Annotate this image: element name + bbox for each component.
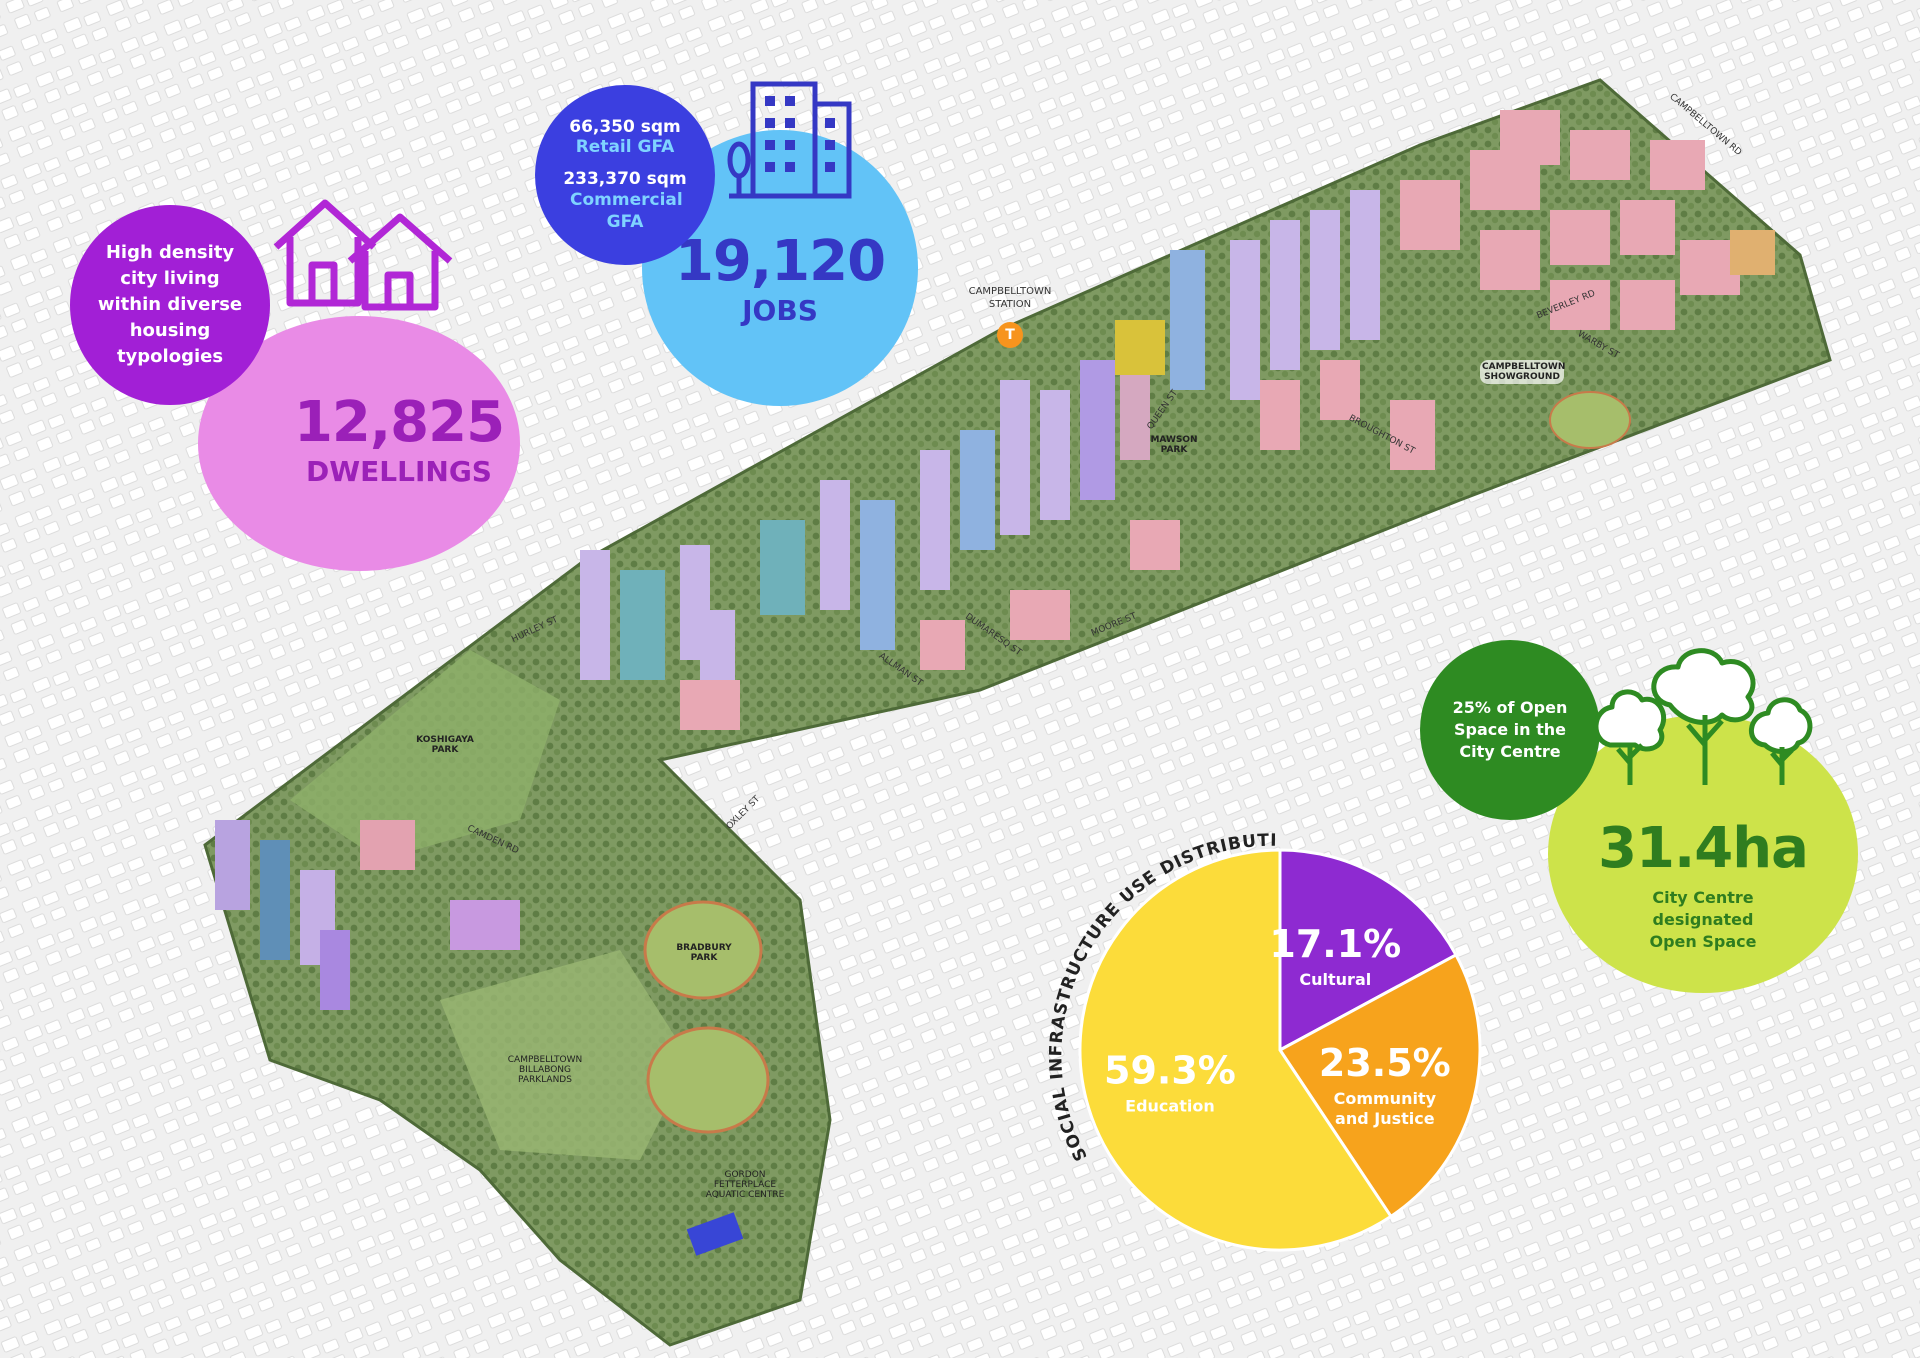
showground-oval-shape bbox=[1549, 391, 1631, 449]
sports-oval-shape bbox=[646, 1026, 770, 1134]
commercial-gfa-label: Commercial GFA bbox=[570, 190, 683, 232]
train-station-icon: T bbox=[997, 322, 1023, 348]
pie-value-label: 59.3% bbox=[1104, 1048, 1236, 1092]
jobs-note-circle: 66,350 sqm Retail GFA 233,370 sqm Commer… bbox=[535, 85, 715, 265]
pie-category-label: Cultural bbox=[1299, 970, 1371, 989]
open-space-label: City Centre designated Open Space bbox=[1649, 887, 1757, 951]
trees-icon bbox=[1593, 648, 1813, 785]
station-label: CAMPBELLTOWN STATION bbox=[968, 286, 1052, 310]
pie-category-label: and Justice bbox=[1335, 1109, 1435, 1128]
dwellings-label: DWELLINGS bbox=[306, 454, 492, 488]
dwellings-note-circle: High density city living within diverse … bbox=[70, 205, 270, 405]
koshigaya-park-area bbox=[290, 650, 560, 860]
jobs-label: JOBS bbox=[742, 294, 818, 327]
pie-value-label: 23.5% bbox=[1319, 1041, 1451, 1085]
pie-slice-cultural bbox=[1278, 848, 1458, 1053]
map-label-bradbury-park: BRADBURY PARK bbox=[676, 943, 732, 963]
office-building-icon bbox=[727, 81, 852, 199]
pie-slice-community-and-justice bbox=[1277, 952, 1482, 1219]
billabong-parklands-area bbox=[440, 950, 690, 1160]
retail-gfa-label: Retail GFA bbox=[575, 137, 675, 157]
map-label-showground: CAMPBELLTOWN SHOWGROUND bbox=[1480, 360, 1566, 384]
social-infrastructure-pie-chart: SOCIAL INFRASTRUCTURE USE DISTRIBUTION 1… bbox=[1040, 820, 1482, 1252]
commercial-gfa-value: 233,370 sqm bbox=[563, 169, 687, 189]
map-label-aquatic-centre: GORDON FETTERPLACE AQUATIC CENTRE bbox=[705, 1170, 785, 1200]
map-label-mawson-park: MAWSON PARK bbox=[1150, 435, 1198, 455]
pie-slice-education bbox=[1078, 848, 1394, 1252]
open-space-value: 31.4ha bbox=[1598, 815, 1809, 881]
houses-icon bbox=[273, 199, 453, 311]
pie-category-label: Community bbox=[1334, 1089, 1437, 1108]
dwellings-value: 12,825 bbox=[293, 389, 505, 455]
map-label-billabong-parklands: CAMPBELLTOWN BILLABONG PARKLANDS bbox=[507, 1055, 583, 1085]
jobs-value: 19,120 bbox=[674, 229, 886, 294]
pie-value-label: 17.1% bbox=[1269, 922, 1401, 966]
pie-category-label: Education bbox=[1125, 1096, 1215, 1115]
dwellings-note: High density city living within diverse … bbox=[97, 242, 243, 367]
open-space-note: 25% of Open Space in the City Centre bbox=[1452, 698, 1568, 761]
open-space-note-circle: 25% of Open Space in the City Centre bbox=[1420, 640, 1600, 820]
bradbury-park-oval-shape bbox=[643, 900, 763, 1000]
tower-cluster bbox=[215, 110, 1775, 1010]
aquatic-centre-pool bbox=[686, 1212, 744, 1256]
retail-gfa-value: 66,350 sqm bbox=[569, 117, 681, 137]
map-label-koshigaya-park: KOSHIGAYA PARK bbox=[416, 735, 474, 755]
